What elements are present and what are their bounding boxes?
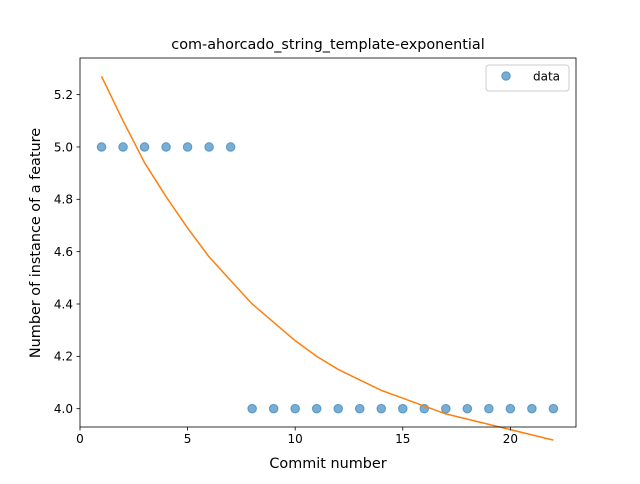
x-tick-label: 20: [503, 432, 518, 446]
axes-frame: [79, 57, 577, 428]
data-point: [548, 403, 559, 414]
data-point: [204, 142, 214, 152]
data-point: [290, 403, 300, 414]
chart-marks: [96, 75, 559, 441]
data-point: [247, 403, 257, 414]
data-point: [118, 142, 128, 152]
legend-marker: [501, 71, 511, 81]
y-tick-label: 4.2: [54, 350, 73, 364]
x-tick-label: 5: [184, 432, 192, 446]
y-tick-label: 4.4: [54, 297, 73, 311]
y-tick-label: 5.0: [54, 140, 73, 154]
legend: data: [485, 64, 570, 92]
legend-label: data: [533, 69, 560, 83]
data-point: [397, 403, 408, 414]
x-tick-label: 15: [395, 432, 410, 446]
x-axis-label: Commit number: [269, 456, 386, 472]
data-point: [311, 403, 322, 414]
y-tick-label: 5.2: [54, 88, 73, 102]
data-point: [96, 142, 107, 152]
data-point: [484, 403, 494, 414]
data-point: [182, 142, 193, 152]
y-axis-label: Number of instance of a feature: [28, 128, 44, 358]
x-tick-label: 10: [288, 432, 303, 446]
series-line: [100, 75, 554, 441]
data-point: [139, 142, 150, 152]
y-tick-label: 4.6: [54, 245, 73, 259]
y-tick-label: 4.0: [54, 402, 73, 416]
plot-area: [80, 58, 576, 427]
x-tick-label: 0: [76, 432, 84, 446]
data-point: [333, 403, 344, 414]
data-point: [225, 142, 236, 152]
data-point: [354, 403, 365, 414]
data-point: [505, 403, 516, 414]
data-point: [161, 142, 171, 152]
chart-title: com-ahorcado_string_template-exponential: [171, 37, 484, 53]
data-point: [462, 403, 473, 414]
data-point: [376, 403, 387, 414]
data-point: [441, 403, 451, 414]
data-point: [527, 403, 537, 414]
data-point: [268, 403, 279, 414]
y-tick-label: 4.8: [54, 193, 73, 207]
chart-axes: 0 5 10 15 20 4.0 4.2 4.4 4.6 4.8 5.0 5.2: [54, 57, 577, 446]
